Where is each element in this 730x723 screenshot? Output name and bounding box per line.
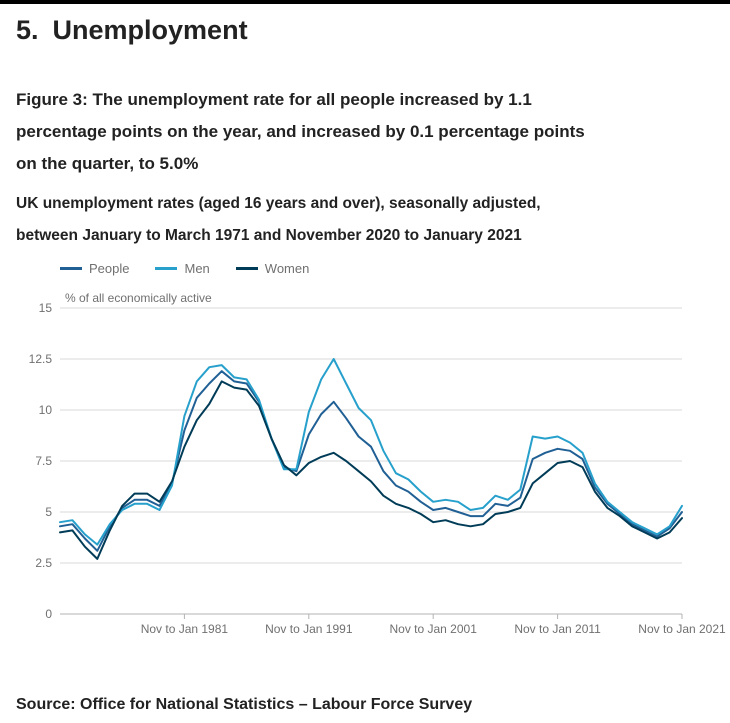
unemployment-chart-block: People Men Women 0 2.5 5 7.5 10 12.5 15 % of al… (16, 260, 726, 640)
svg-text:12.5: 12.5 (29, 352, 53, 366)
figure-caption: Figure 3: The unemployment rate for all … (16, 90, 585, 173)
svg-text:7.5: 7.5 (35, 454, 52, 468)
unemployment-line-chart: 0 2.5 5 7.5 10 12.5 15 % of all economically ac… (29, 291, 726, 636)
svg-text:Nov to Jan 2021: Nov to Jan 2021 (638, 622, 726, 636)
legend-item-men: Men (155, 260, 210, 276)
section-name: Unemployment (52, 15, 248, 45)
people-line-swatch-icon (60, 266, 82, 270)
source-text: Source: Office for National Statistics –… (16, 696, 473, 713)
svg-text:Nov to Jan 2001: Nov to Jan 2001 (389, 622, 477, 636)
legend-item-people: People (60, 261, 129, 276)
legend-label-women: Women (264, 260, 310, 276)
svg-text:Nov to Jan 2011: Nov to Jan 2011 (514, 622, 601, 636)
svg-text:15: 15 (39, 301, 53, 315)
chart-legend: People Men Women (60, 260, 714, 276)
svg-text:Nov to Jan 1991: Nov to Jan 1991 (265, 622, 353, 636)
svg-text:10: 10 (39, 403, 53, 417)
women-line-swatch-icon (235, 266, 258, 270)
svg-text:2.5: 2.5 (35, 556, 52, 570)
svg-text:5: 5 (45, 505, 52, 519)
legend-item-women: Women (235, 260, 310, 276)
svg-text:0: 0 (45, 607, 52, 621)
article-section: 5. Unemployment Figure 3: The unemploymen… (0, 14, 730, 714)
svg-text:Nov to Jan 1981: Nov to Jan 1981 (141, 622, 229, 636)
svg-text:% of all economically active: % of all economically active (65, 291, 212, 305)
legend-label-people: People (89, 260, 130, 276)
chart-subtitle: UK unemployment rates (aged 16 years and… (16, 195, 541, 244)
men-line-swatch-icon (155, 266, 178, 270)
legend-label-men: Men (184, 260, 210, 276)
page-title: 5. Unemployment (16, 14, 714, 46)
section-number: 5. (16, 15, 39, 45)
top-bar (0, 0, 730, 4)
